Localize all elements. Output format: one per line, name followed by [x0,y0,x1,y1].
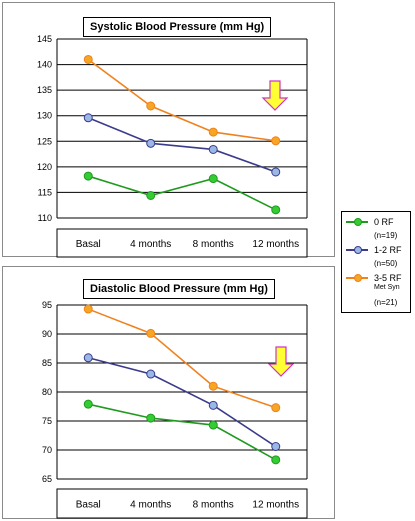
systolic-chart-title: Systolic Blood Pressure (mm Hg) [83,17,272,37]
data-point-2 [208,381,218,391]
y-tick-label: 90 [42,329,52,339]
data-point-1 [146,138,156,148]
legend-sub-12rf: (n=50) [374,259,398,268]
y-tick-label: 140 [37,60,52,70]
data-point-0 [271,455,281,465]
diastolic-chart-panel: Diastolic Blood Pressure (mm Hg) 65 70 75 8… [2,266,335,519]
data-point-1 [83,353,93,363]
y-tick-label: 125 [37,136,52,146]
data-point-1 [208,400,218,410]
y-tick-label: 80 [42,387,52,397]
y-tick-label: 95 [42,300,52,310]
data-point-2 [208,127,218,137]
legend: 0 RF (n=19) 1-2 RF (n=50) 3-5 RF Met Syn… [341,211,411,313]
legend-swatch-35rf [346,274,368,282]
x-tick-label: 12 months [252,239,299,250]
data-point-2 [271,403,281,413]
data-point-1 [208,144,218,154]
data-point-2 [271,136,281,146]
series-line-1 [88,357,277,448]
data-point-0 [146,413,156,423]
data-point-0 [83,399,93,409]
data-point-0 [146,190,156,200]
data-point-1 [271,442,281,452]
data-point-1 [146,369,156,379]
legend-label-35rf: 3-5 RF [374,273,402,283]
legend-sub-35rf: (n=21) [374,298,398,307]
legend-swatch-12rf [346,246,368,254]
diastolic-chart: 65 70 75 80 85 90 95 Basal 4 months 8 months 12 mo… [42,300,308,519]
series-line-2 [87,58,276,142]
series-line-0 [88,403,277,461]
data-point-0 [271,205,281,215]
series-line-1 [87,117,277,173]
y-tick-label: 110 [38,213,52,223]
y-tick-label: 115 [38,187,52,197]
y-tick-label: 65 [42,474,52,484]
x-tick-label: 8 months [193,500,234,511]
systolic-chart-panel: Systolic Blood Pressure (mm Hg) 110 115 12… [2,2,335,258]
y-tick-label: 70 [42,445,52,455]
x-tick-label: Basal [76,500,101,511]
x-axis-label-box [56,228,308,258]
series-line-2 [87,308,277,409]
data-point-0 [83,171,93,181]
data-point-0 [208,420,218,430]
legend-sub-0rf: (n=19) [374,231,398,240]
y-tick-label: 145 [37,34,52,44]
x-tick-label: Basal [76,239,101,250]
data-point-2 [83,54,93,64]
y-tick-label: 120 [37,162,52,172]
y-tick-label: 130 [37,111,52,121]
data-point-2 [146,328,156,338]
y-tick-label: 135 [37,85,52,95]
systolic-chart: 110 115 120 125 130 135 140 145 Basal 4 months 8 m… [37,34,308,258]
down-arrow-icon [267,346,295,377]
series-line-0 [88,175,277,211]
y-tick-label: 75 [42,416,52,426]
x-tick-label: 4 months [130,239,171,250]
data-point-1 [271,167,281,177]
data-point-2 [146,101,156,111]
legend-swatch-0rf [346,218,368,226]
data-point-0 [208,174,218,184]
down-arrow-icon [261,80,289,111]
x-tick-label: 12 months [252,500,299,511]
legend-label-12rf: 1-2 RF [374,245,402,255]
x-axis-label-box [56,488,308,519]
diastolic-chart-title: Diastolic Blood Pressure (mm Hg) [83,279,275,299]
y-tick-label: 85 [42,358,52,368]
legend-sub2-35rf: Met Syn [374,284,400,291]
x-tick-label: 8 months [193,239,234,250]
data-point-1 [83,113,93,123]
legend-label-0rf: 0 RF [374,217,394,227]
data-point-2 [83,304,93,314]
x-tick-label: 4 months [130,500,171,511]
